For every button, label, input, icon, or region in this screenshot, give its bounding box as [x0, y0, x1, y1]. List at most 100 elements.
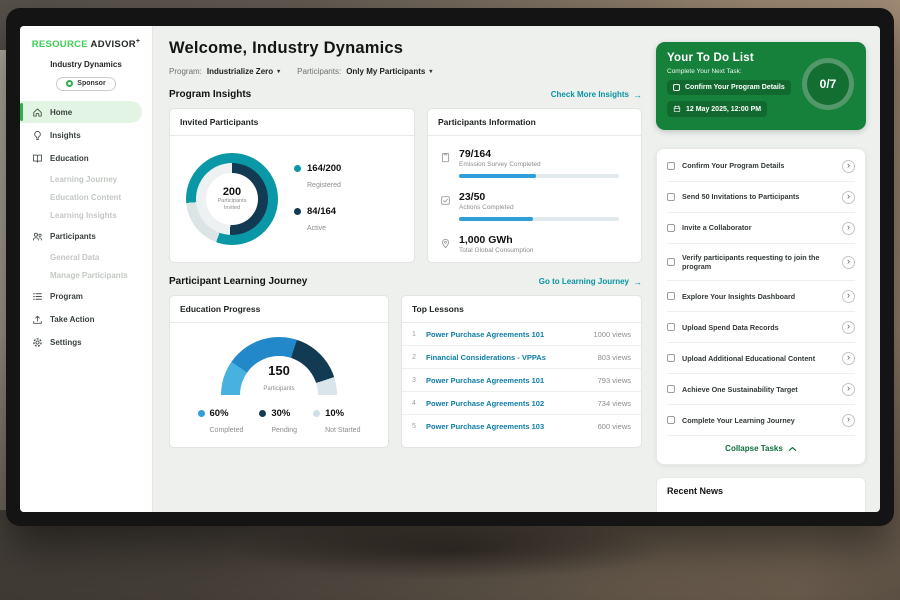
- people-icon: [32, 231, 43, 242]
- task-checkbox[interactable]: [667, 193, 675, 201]
- lesson-link[interactable]: Power Purchase Agreements 102: [426, 398, 545, 408]
- info-value: 79/164: [459, 148, 492, 160]
- lesson-views: 803 views: [597, 352, 631, 362]
- lesson-views: 793 views: [597, 375, 631, 385]
- sidebar-item-take-action[interactable]: Take Action: [20, 308, 152, 330]
- chevron-right-icon[interactable]: ›: [842, 289, 855, 303]
- sidebar-item-general-data[interactable]: General Data: [50, 252, 100, 262]
- chevron-right-icon[interactable]: ›: [842, 190, 855, 204]
- section-title-program-insights: Program Insights: [169, 89, 252, 100]
- check-more-insights-link[interactable]: Check More Insights →: [551, 90, 642, 100]
- task-checkbox[interactable]: [667, 323, 675, 332]
- chevron-right-icon[interactable]: ›: [842, 382, 855, 396]
- lesson-link[interactable]: Financial Considerations - VPPAs: [426, 352, 546, 362]
- legend-dot-not-started: [313, 410, 321, 417]
- task-item[interactable]: Achieve One Sustainability Target ›: [667, 374, 855, 406]
- task-label: Confirm Your Program Details: [682, 161, 785, 171]
- todo-progress-count: 0/7: [819, 77, 837, 91]
- sidebar-item-participants[interactable]: Participants: [20, 225, 152, 247]
- gauge-label: Participants: [263, 386, 295, 392]
- list-icon: [32, 291, 43, 302]
- sidebar-item-label: Home: [50, 107, 73, 117]
- task-label: Upload Additional Educational Content: [682, 353, 816, 363]
- donut-center: 200 Participants Invited: [206, 173, 258, 225]
- home-icon: [32, 107, 43, 118]
- invited-participants-card: Invited Participants 200 Participants In…: [169, 108, 415, 263]
- chevron-right-icon[interactable]: ›: [842, 255, 855, 269]
- sponsor-label: Sponsor: [77, 80, 106, 88]
- task-checkbox[interactable]: [667, 354, 675, 363]
- location-pin-icon: [440, 236, 451, 249]
- todo-due-date: 12 May 2025, 12:00 PM: [667, 101, 768, 117]
- task-item[interactable]: Upload Spend Data Records ›: [667, 312, 855, 344]
- legend-dot-registered: [294, 165, 301, 172]
- legend-label: Active: [307, 225, 327, 232]
- info-label: Total Global Consumption: [459, 247, 534, 254]
- sponsor-badge[interactable]: Sponsor: [56, 76, 116, 91]
- lesson-rank: 2: [412, 353, 416, 361]
- chevron-up-icon: [788, 446, 797, 451]
- task-checkbox[interactable]: [667, 416, 675, 425]
- brand-resource: RESOURCE: [31, 39, 88, 51]
- education-gauge-chart: 150 Participants: [221, 337, 337, 395]
- legend-item-completed: 60% Completed: [197, 408, 243, 437]
- background-light-edge: [0, 50, 9, 510]
- sidebar-item-learning-insights[interactable]: Learning Insights: [50, 210, 117, 220]
- card-title: Invited Participants: [170, 109, 414, 136]
- participants-filter-dropdown[interactable]: Only My Participants ▾: [346, 67, 432, 76]
- chevron-right-icon[interactable]: ›: [842, 413, 855, 427]
- participants-filter-label: Participants:: [297, 67, 342, 76]
- lesson-link[interactable]: Power Purchase Agreements 101: [426, 329, 545, 339]
- sidebar-item-education[interactable]: Education: [20, 147, 152, 169]
- chevron-right-icon[interactable]: ›: [842, 351, 855, 365]
- sidebar-item-home[interactable]: Home: [20, 101, 142, 124]
- go-to-learning-journey-link[interactable]: Go to Learning Journey →: [539, 277, 642, 287]
- program-filter-dropdown[interactable]: Industrialize Zero ▾: [207, 67, 280, 76]
- task-item[interactable]: Complete Your Learning Journey ›: [667, 405, 855, 437]
- sidebar-item-program[interactable]: Program: [20, 285, 152, 307]
- task-label: Invite a Collaborator: [682, 223, 752, 233]
- task-label: Verify participants requesting to join t…: [682, 252, 820, 272]
- todo-progress-ring: 0/7: [802, 58, 854, 110]
- legend-item-pending: 30% Pending: [259, 408, 297, 437]
- sidebar-item-settings[interactable]: Settings: [20, 331, 152, 353]
- task-checkbox[interactable]: [667, 224, 675, 232]
- todo-next-task[interactable]: Confirm Your Program Details: [667, 80, 791, 95]
- task-checkbox[interactable]: [667, 292, 675, 301]
- legend-dot-active: [294, 208, 301, 215]
- task-checkbox[interactable]: [667, 162, 675, 170]
- survey-progress-bar: [459, 174, 619, 178]
- chevron-down-icon: ▾: [429, 69, 433, 75]
- chevron-right-icon[interactable]: ›: [842, 320, 855, 334]
- task-checkbox[interactable]: [667, 385, 675, 394]
- info-row-consumption: 1,000 GWh Total Global Consumption: [440, 227, 629, 260]
- sidebar-item-education-content[interactable]: Education Content: [50, 192, 122, 202]
- lesson-link[interactable]: Power Purchase Agreements 103: [426, 421, 545, 431]
- chevron-right-icon[interactable]: ›: [842, 159, 855, 173]
- task-item[interactable]: Confirm Your Program Details ›: [667, 151, 855, 182]
- sidebar-item-manage-participants[interactable]: Manage Participants: [50, 270, 128, 280]
- card-title: Education Progress: [170, 296, 388, 323]
- task-item[interactable]: Send 50 Invitations to Participants ›: [667, 182, 855, 213]
- monitor-shadow: [230, 520, 670, 580]
- program-insights-header: Program Insights Check More Insights →: [169, 89, 642, 100]
- arrow-right-icon: →: [633, 89, 642, 100]
- upload-arrow-icon: [32, 314, 43, 325]
- sidebar-item-learning-journey[interactable]: Learning Journey: [50, 174, 118, 184]
- monitor-bezel: RESOURCE ADVISOR+ Industry Dynamics Spon…: [6, 8, 894, 526]
- legend-item-registered: 164/200 Registered: [294, 163, 341, 192]
- task-item[interactable]: Invite a Collaborator ›: [667, 213, 855, 244]
- todo-next-checkbox[interactable]: [673, 84, 680, 91]
- chevron-right-icon[interactable]: ›: [842, 221, 855, 235]
- task-item[interactable]: Upload Additional Educational Content ›: [667, 343, 855, 375]
- chevron-down-icon: ▾: [277, 69, 281, 75]
- task-item[interactable]: Explore Your Insights Dashboard ›: [667, 281, 855, 313]
- participants-filter-value: Only My Participants: [346, 67, 426, 76]
- sidebar-item-insights[interactable]: Insights: [20, 124, 152, 146]
- lesson-link[interactable]: Power Purchase Agreements 101: [426, 375, 545, 385]
- task-checkbox[interactable]: [667, 258, 675, 267]
- collapse-tasks-link[interactable]: Collapse Tasks: [667, 436, 855, 462]
- sidebar-item-label: Settings: [50, 337, 82, 347]
- todo-summary-card: Your To Do List Complete Your Next Task:…: [656, 42, 866, 130]
- task-item[interactable]: Verify participants requesting to join t…: [667, 244, 855, 282]
